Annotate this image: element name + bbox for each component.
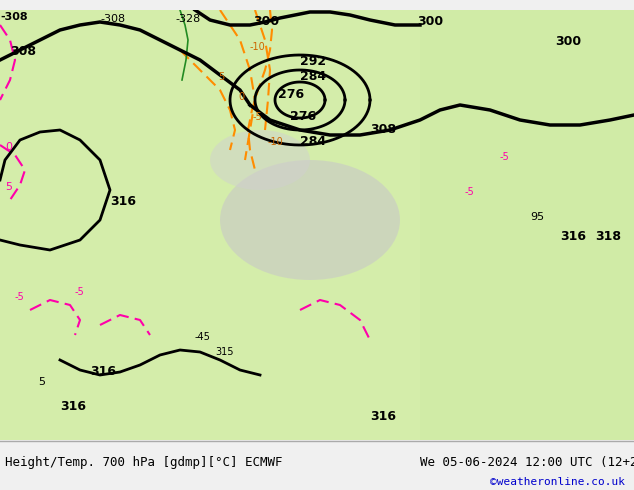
- Ellipse shape: [220, 160, 400, 280]
- Text: 5: 5: [5, 182, 12, 192]
- Text: -10: -10: [268, 137, 284, 147]
- Text: 316: 316: [90, 365, 116, 378]
- Text: Height/Temp. 700 hPa [gdmp][°C] ECMWF: Height/Temp. 700 hPa [gdmp][°C] ECMWF: [5, 456, 283, 468]
- Text: 0: 0: [238, 92, 244, 102]
- Text: -5: -5: [75, 287, 85, 297]
- Text: -5: -5: [15, 292, 25, 302]
- Text: 318: 318: [595, 230, 621, 243]
- Text: -45: -45: [195, 332, 211, 342]
- Text: 95: 95: [530, 212, 544, 222]
- Text: We 05-06-2024 12:00 UTC (12+24): We 05-06-2024 12:00 UTC (12+24): [420, 456, 634, 468]
- Text: 316: 316: [60, 400, 86, 413]
- Text: 300: 300: [253, 15, 279, 28]
- Text: -5: -5: [500, 152, 510, 162]
- Polygon shape: [420, 10, 634, 440]
- Text: 5: 5: [38, 377, 45, 387]
- Text: 316: 316: [110, 195, 136, 208]
- Text: 308: 308: [370, 123, 396, 136]
- Text: 308: 308: [10, 45, 36, 58]
- Text: 284: 284: [300, 70, 326, 83]
- Text: 300: 300: [555, 35, 581, 48]
- Text: 276: 276: [278, 88, 304, 101]
- Text: -5: -5: [465, 187, 475, 197]
- Text: 315: 315: [215, 347, 233, 357]
- Text: -328: -328: [175, 14, 200, 24]
- Text: 0: 0: [5, 142, 12, 152]
- Text: 300: 300: [417, 15, 443, 28]
- Text: 284: 284: [300, 135, 326, 148]
- Text: -308: -308: [100, 14, 125, 24]
- Ellipse shape: [210, 130, 310, 190]
- Text: ©weatheronline.co.uk: ©weatheronline.co.uk: [490, 477, 625, 487]
- Text: 292: 292: [300, 55, 326, 68]
- Text: -308: -308: [0, 12, 28, 22]
- Text: 316: 316: [560, 230, 586, 243]
- Text: 5: 5: [218, 72, 224, 82]
- Text: -10: -10: [250, 42, 266, 52]
- Text: 316: 316: [370, 410, 396, 423]
- Text: 276: 276: [290, 110, 316, 123]
- Text: -5: -5: [253, 112, 262, 122]
